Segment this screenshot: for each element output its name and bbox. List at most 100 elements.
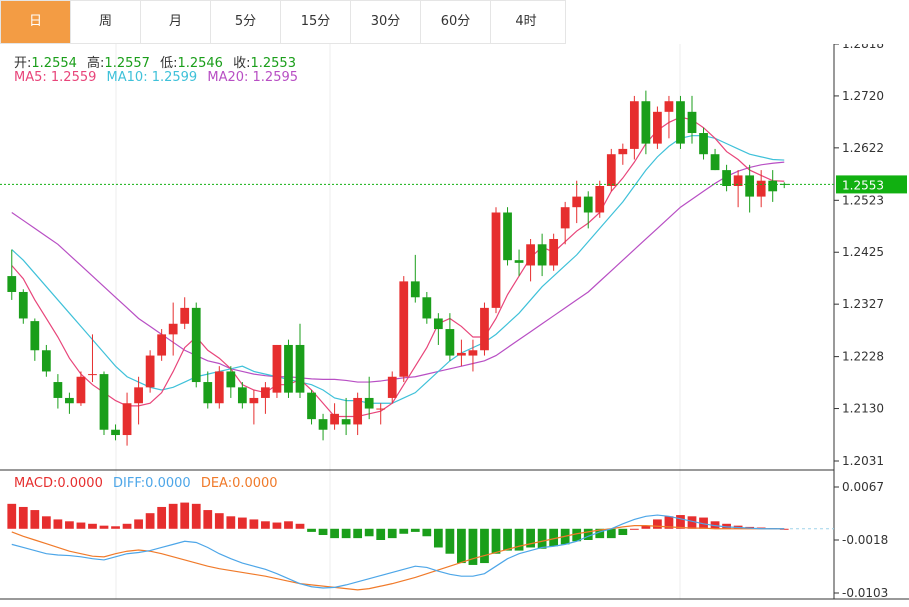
ma20-line [11, 161, 785, 383]
macd-bar [272, 522, 282, 529]
current-price-tag [836, 175, 907, 194]
macd-bar [191, 503, 201, 529]
candle-body [745, 175, 755, 197]
kline-chart-svg[interactable]: 1.2818 1.2720 1.2622 1.2523 1.2425 1.2327 1.22… [0, 37, 909, 603]
candle-body [387, 376, 397, 398]
price-tick-label: 1.2523 [842, 193, 884, 207]
ma5-value: 1.2559 [50, 70, 97, 85]
macd-bar [572, 528, 582, 542]
macd-bar [157, 506, 167, 529]
macd-bar [330, 528, 339, 539]
macd-bar [664, 516, 674, 529]
macd-bar [41, 516, 51, 529]
ma20-value: 1.2595 [252, 70, 299, 85]
ma10-label: MA10: [106, 70, 148, 85]
grid [0, 44, 909, 603]
candle-body [7, 276, 17, 292]
candle-body [687, 111, 697, 134]
current-price-tag-label: 1.2553 [842, 178, 884, 192]
price-tick-label: 1.2031 [842, 454, 884, 468]
candle-body [595, 186, 605, 213]
diff-value: 0.0000 [145, 476, 191, 491]
tab-1[interactable]: 周 [71, 1, 141, 43]
macd-bar [480, 528, 489, 564]
macd-bar [30, 510, 40, 529]
candle-body [65, 397, 74, 404]
macd-bar [53, 519, 63, 529]
macd-bar [491, 528, 501, 554]
period-tabs: 日周月 5分 15分 30分 60分 4时 [0, 0, 566, 44]
dea-label: DEA: [200, 476, 233, 491]
macd-bar [618, 528, 628, 536]
macd-bar [364, 528, 374, 537]
macd-bar [422, 528, 432, 537]
ma20-label: MA20: [207, 70, 249, 85]
macd-bar [180, 502, 190, 529]
macd-bar [468, 528, 478, 565]
candle-body [145, 355, 155, 388]
tab-3[interactable]: 5分 [211, 1, 281, 43]
candle-body [468, 350, 478, 356]
chart-background [0, 44, 909, 603]
macd-label: MACD: [14, 476, 58, 491]
macd-bar [641, 525, 651, 529]
macd-bar [710, 521, 720, 529]
low-value: 1.2546 [177, 56, 223, 71]
candle-body [376, 408, 386, 410]
macd-bar [341, 528, 351, 539]
macd-bar [722, 523, 731, 529]
macd-bar [537, 528, 547, 549]
close-label: 收: [233, 56, 251, 71]
tab-2[interactable]: 月 [141, 1, 211, 43]
ohlc-readout: 开:1.2554 高:1.2557 低:1.2546 收:1.2553 [14, 52, 302, 71]
price-tick-label: 1.2425 [842, 245, 884, 259]
candle-body [261, 387, 270, 398]
ma10-value: 1.2599 [151, 70, 198, 85]
macd-bar [76, 522, 86, 529]
macd-bar [653, 519, 662, 529]
tab-5[interactable]: 30分 [351, 1, 421, 43]
macd-bar [261, 521, 270, 529]
macd-bar [99, 525, 109, 529]
tab-7[interactable]: 4时 [515, 14, 537, 29]
candle-body [53, 382, 63, 398]
candle-body [710, 154, 720, 171]
open-label: 开: [14, 56, 32, 71]
candle-body [629, 101, 639, 149]
ma5-label: MA5: [14, 70, 47, 85]
candle-body [76, 376, 86, 404]
candle-body [699, 133, 708, 155]
macd-bar [699, 517, 708, 529]
macd-bar [549, 528, 559, 547]
macd-bar [307, 528, 316, 532]
candle-body [537, 244, 547, 266]
tab-6[interactable]: 60分 [421, 1, 491, 43]
macd-bar [134, 519, 143, 529]
macd-bar [203, 510, 213, 529]
indicator-lines [11, 116, 785, 591]
macd-bar [583, 528, 593, 540]
close-value: 1.2553 [250, 56, 296, 71]
macd-histogram [7, 502, 789, 565]
candle-body [99, 374, 109, 430]
candle-body [307, 392, 316, 420]
candles [7, 90, 789, 446]
candle-body [237, 387, 247, 404]
candle-body [641, 101, 651, 144]
diff-label: DIFF: [113, 476, 146, 491]
candle-body [480, 307, 489, 351]
candle-body [445, 329, 455, 356]
candle-body [422, 297, 432, 319]
candle-body [583, 196, 593, 213]
chart-frame: 1.2818 1.2720 1.2622 1.2523 1.2425 1.2327 1.22… [0, 37, 909, 603]
macd-bar [168, 503, 178, 529]
candle-body [364, 397, 374, 409]
candle-body [664, 101, 674, 112]
macd-bar [295, 523, 305, 529]
candle-body [214, 371, 224, 404]
price-axis: 1.2818 1.2720 1.2622 1.2523 1.2425 1.2327 1.22… [0, 37, 907, 600]
candle-body [157, 334, 167, 356]
macd-bar [606, 528, 616, 539]
tab-4[interactable]: 15分 [281, 1, 351, 43]
tab-0[interactable]: 日 [1, 1, 71, 43]
